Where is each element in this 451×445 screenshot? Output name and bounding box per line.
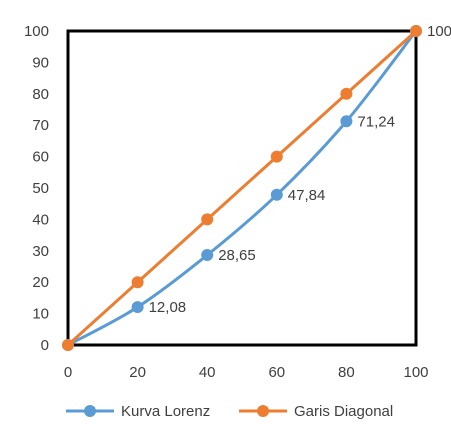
y-tick-label: 70 <box>32 117 49 134</box>
x-tick-label: 60 <box>268 364 285 381</box>
data-label: 100 <box>427 23 451 40</box>
y-tick-label: 90 <box>32 54 49 71</box>
garis-diagonal-point <box>201 213 214 226</box>
y-tick-label: 50 <box>32 180 49 197</box>
kurva-lorenz-point <box>201 249 214 262</box>
x-tick-label: 80 <box>338 364 355 381</box>
garis-diagonal-legend-marker <box>257 405 269 417</box>
plot-area-border <box>66 29 418 347</box>
x-tick-label: 20 <box>129 364 146 381</box>
y-tick-label: 80 <box>32 86 49 103</box>
kurva-lorenz-point <box>131 301 144 314</box>
garis-diagonal-point <box>340 87 353 100</box>
data-label: 28,65 <box>218 247 256 264</box>
y-tick-label: 30 <box>32 243 49 260</box>
data-label: 12,08 <box>149 299 187 316</box>
data-label: 47,84 <box>288 187 326 204</box>
kurva-lorenz-point <box>270 188 283 201</box>
data-label: 71,24 <box>357 113 395 130</box>
garis-diagonal-point <box>270 150 283 163</box>
garis-diagonal-point <box>131 276 144 289</box>
x-tick-label: 100 <box>403 364 428 381</box>
y-tick-label: 0 <box>41 337 49 354</box>
y-tick-label: 10 <box>32 306 49 323</box>
y-tick-label: 40 <box>32 211 49 228</box>
kurva-lorenz-point <box>340 115 353 128</box>
y-tick-label: 20 <box>32 274 49 291</box>
y-tick-label: 100 <box>24 23 49 40</box>
x-tick-label: 0 <box>64 364 72 381</box>
garis-diagonal-point <box>62 339 74 351</box>
x-tick-label: 40 <box>199 364 216 381</box>
y-tick-label: 60 <box>32 149 49 166</box>
garis-diagonal-legend-label: Garis Diagonal <box>294 403 393 420</box>
garis-diagonal-line <box>66 29 418 347</box>
kurva-lorenz-legend-marker <box>84 405 96 417</box>
kurva-lorenz-legend-label: Kurva Lorenz <box>121 403 210 420</box>
garis-diagonal-point <box>410 25 422 37</box>
